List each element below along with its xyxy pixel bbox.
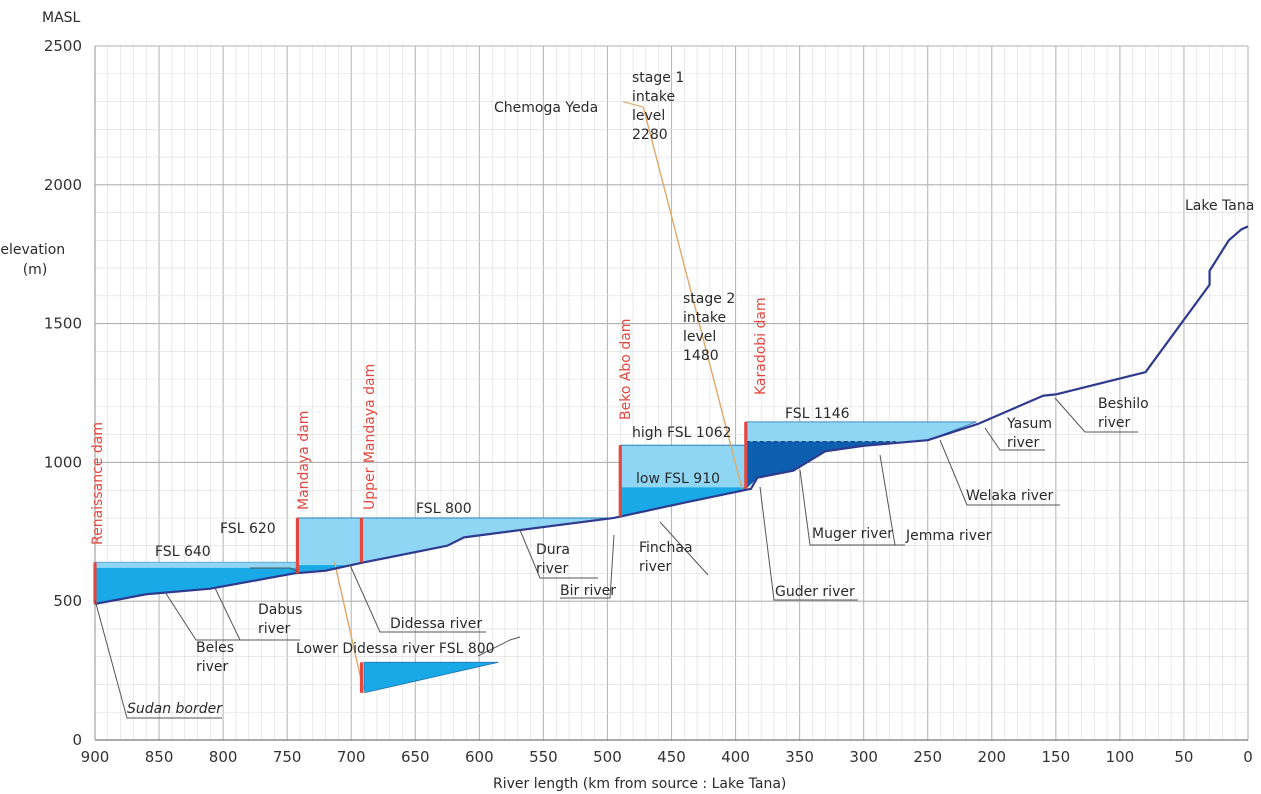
- x-tick-label: 800: [209, 748, 238, 766]
- label-tributary: Finchaa river: [639, 540, 693, 575]
- tunnel-lower-didessa: [333, 562, 365, 693]
- x-tick-label: 250: [913, 748, 942, 766]
- dams: Renaissance dam Mandaya dam Upper Mandaya …: [90, 297, 769, 693]
- leader-line: [759, 486, 858, 601]
- label-tributary: Yasum river: [1006, 416, 1052, 451]
- leader-line: [879, 454, 905, 546]
- x-tick-label: 600: [465, 748, 494, 766]
- x-tick-label: 100: [1106, 748, 1135, 766]
- label-lake-tana: Lake Tana: [1185, 198, 1254, 214]
- label-tributary: Bir river: [560, 583, 616, 599]
- reservoirs: [94, 421, 977, 694]
- label-fsl-1146: FSL 1146: [785, 406, 850, 422]
- river-profile: [94, 225, 1249, 606]
- axis-ticks: 900 850 800 750 700 650 600 550 500 450 400 350 300 2…: [44, 37, 1253, 766]
- reservoir-karadobi-low: [745, 441, 896, 489]
- label-tributary: Beles river: [196, 640, 234, 675]
- y-tick-label: 2000: [44, 176, 82, 194]
- leader-line: [250, 567, 299, 573]
- label-lower-didessa: Lower Didessa river FSL 800: [296, 641, 495, 657]
- x-axis-label: River length (km from source : Lake Tana…: [493, 776, 786, 792]
- label-high-fsl-1062: high FSL 1062: [632, 425, 732, 441]
- y-tick-label: 0: [72, 731, 82, 749]
- leader-line: [349, 564, 486, 633]
- tunnels: [333, 100, 743, 693]
- leader-line: [1054, 397, 1138, 433]
- label-fsl-800: FSL 800: [416, 501, 472, 517]
- leader-line: [519, 529, 598, 579]
- y-tick-label: 1000: [44, 453, 82, 471]
- label-stage1-intake: stage 1 intake level 2280: [632, 70, 684, 143]
- leader-line: [214, 587, 300, 641]
- y-tick-label: 500: [53, 592, 82, 610]
- leader-line: [477, 636, 521, 657]
- x-tick-label: 850: [145, 748, 174, 766]
- label-tributary: Muger river: [812, 526, 893, 542]
- x-tick-label: 450: [657, 748, 686, 766]
- y-tick-label: 2500: [44, 37, 82, 55]
- x-tick-label: 400: [721, 748, 750, 766]
- x-tick-label: 50: [1174, 748, 1193, 766]
- x-tick-label: 900: [81, 748, 110, 766]
- x-tick-label: 750: [273, 748, 302, 766]
- x-tick-label: 500: [593, 748, 622, 766]
- leader-line: [94, 599, 222, 719]
- river-line: [94, 225, 1249, 606]
- leader-line: [164, 591, 255, 641]
- label-tributary: Didessa river: [390, 616, 482, 632]
- dam-label: Beko Abo dam: [618, 319, 634, 420]
- grid: [94, 45, 1249, 741]
- leader-line: [659, 521, 709, 576]
- leader-lines: [94, 397, 1138, 719]
- leader-line: [984, 427, 1045, 451]
- dam-label: Karadobi dam: [753, 297, 769, 395]
- label-stage2-intake: stage 2 intake level 1480: [683, 291, 735, 364]
- label-tributary: Guder river: [775, 584, 855, 600]
- x-tick-label: 550: [529, 748, 558, 766]
- tunnel-chemoga-top: [622, 100, 644, 108]
- dam-label: Mandaya dam: [296, 411, 312, 510]
- x-tick-label: 200: [977, 748, 1006, 766]
- label-tributary: Beshilo river: [1098, 396, 1149, 431]
- x-tick-label: 0: [1243, 748, 1253, 766]
- y-tick-label: 1500: [44, 315, 82, 333]
- reservoir-lower-didessa: [363, 661, 499, 694]
- leader-line: [799, 469, 895, 546]
- label-tributary: Jemma river: [905, 528, 992, 544]
- tunnel-chemoga-stage1: [642, 106, 743, 489]
- reservoir-renaissance-top: [95, 562, 298, 568]
- dam-label: Renaissance dam: [90, 422, 106, 545]
- labels: FSL 640 FSL 620 FSL 800 high FSL 1062 low FS…: [127, 70, 1254, 717]
- x-tick-label: 300: [849, 748, 878, 766]
- x-tick-label: 350: [785, 748, 814, 766]
- leader-line: [560, 534, 615, 599]
- label-low-fsl-910: low FSL 910: [636, 471, 720, 487]
- dam-label: Upper Mandaya dam: [362, 364, 378, 510]
- y-unit-label: MASL: [42, 10, 81, 26]
- label-sudan-border: Sudan border: [127, 701, 223, 717]
- leader-line: [939, 439, 1060, 506]
- x-tick-label: 650: [401, 748, 430, 766]
- label-fsl-620: FSL 620: [220, 521, 276, 537]
- label-tributary: Dura river: [536, 542, 570, 577]
- label-tributary: Welaka river: [966, 488, 1054, 504]
- x-tick-label: 700: [337, 748, 366, 766]
- label-chemoga-yeda: Chemoga Yeda: [494, 100, 598, 116]
- x-tick-label: 150: [1042, 748, 1071, 766]
- y-axis-label: elevation (m): [0, 242, 69, 278]
- label-fsl-640: FSL 640: [155, 544, 211, 560]
- label-tributary: Dabus river: [258, 602, 302, 637]
